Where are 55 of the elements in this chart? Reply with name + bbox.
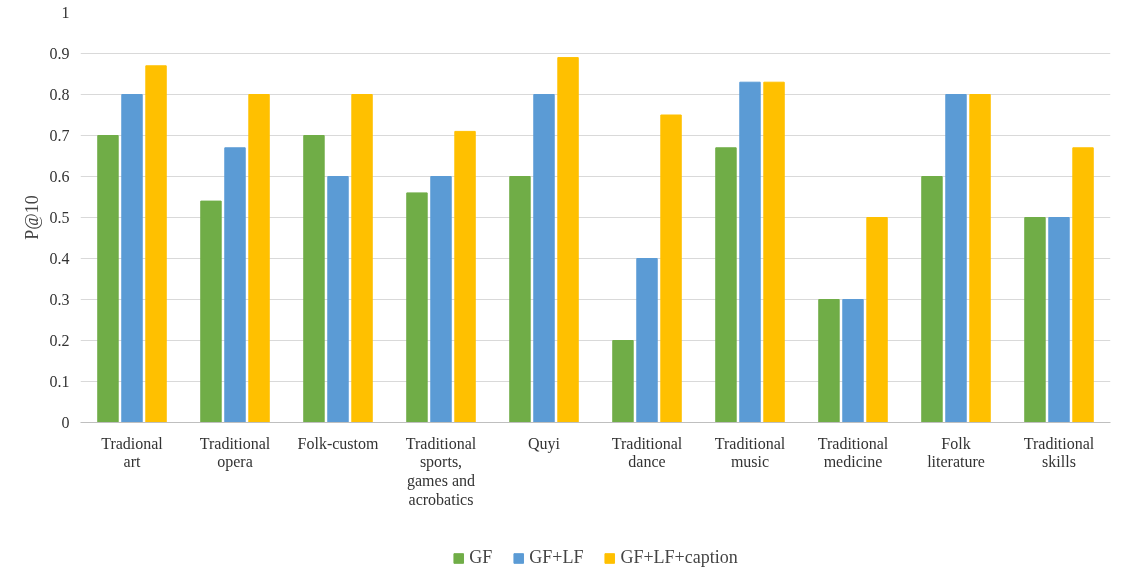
bar: [557, 57, 579, 423]
bar: [612, 340, 634, 423]
x-tick-label: Traditional sports, games and acrobatics: [405, 434, 477, 508]
bar: [921, 176, 943, 423]
bar: [1048, 217, 1070, 423]
y-tick-label: 0.2: [49, 332, 70, 349]
y-tick-label: 0.1: [49, 373, 70, 390]
bar: [145, 65, 167, 423]
x-tick-label: Traditional medicine: [817, 434, 889, 471]
bar: [121, 94, 143, 423]
x-tick-label: Folk literature: [927, 434, 985, 471]
bar: [303, 135, 325, 423]
bar: [533, 94, 555, 423]
y-tick-label: 0.5: [49, 209, 70, 226]
x-tick-label: Folk-custom: [297, 434, 379, 452]
x-tick-label: Quyi: [528, 434, 561, 453]
x-tick-label: Traditional dance: [611, 434, 683, 471]
bar: [715, 147, 737, 423]
bar: [763, 81, 785, 423]
bar: [969, 94, 991, 423]
y-tick-label: 0: [61, 414, 70, 431]
bar: [200, 200, 222, 423]
bar: [1072, 147, 1094, 423]
y-tick-label: 0.6: [49, 168, 70, 185]
legend-label: GF+LF: [529, 547, 584, 568]
bar: [248, 94, 270, 423]
y-tick-label: 0.4: [49, 250, 70, 267]
bar: [406, 192, 428, 423]
y-tick-label: 0.8: [49, 86, 70, 103]
y-tick-label: 0.7: [49, 127, 70, 144]
bar: [224, 147, 246, 423]
bar: [842, 299, 864, 423]
bar: [430, 176, 452, 423]
y-tick-label: 1: [61, 4, 70, 21]
bar: [866, 217, 888, 423]
legend-label: GF+LF+caption: [620, 547, 738, 568]
bar: [351, 94, 373, 423]
y-tick-label: 0.9: [49, 45, 70, 62]
x-tick-label: Traditional skills: [1023, 434, 1095, 471]
bar: [1024, 217, 1046, 423]
bar: [454, 130, 476, 423]
bar: [739, 81, 761, 423]
bar: [945, 94, 967, 423]
bar: [818, 299, 840, 423]
y-tick-label: 0.3: [49, 291, 70, 308]
x-tick-label: Tradional art: [101, 434, 164, 471]
bar: [660, 114, 682, 423]
bar: [97, 135, 119, 423]
legend-label: GF: [469, 547, 493, 568]
bar: [636, 258, 658, 423]
bar: [509, 176, 531, 423]
x-tick-label: Traditional opera: [199, 434, 271, 472]
bar: [327, 176, 349, 423]
y-axis-title: P@10: [21, 195, 42, 240]
x-tick-label: Traditional music: [714, 434, 786, 471]
